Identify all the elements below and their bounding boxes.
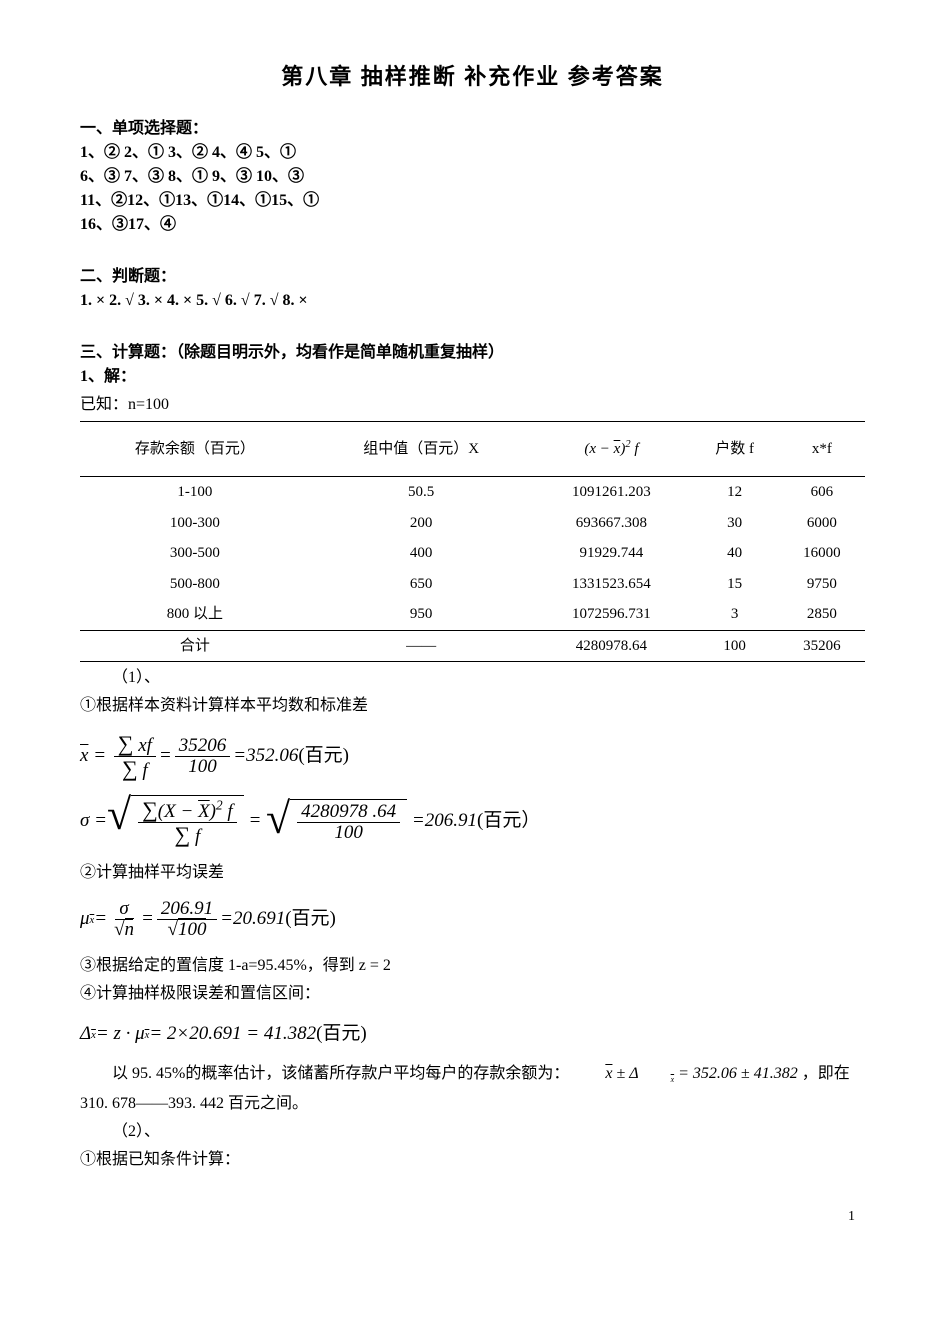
mean-den: 100: [184, 757, 221, 777]
cell-f: 15: [690, 569, 778, 600]
cell-mid: 950: [310, 599, 533, 630]
step2-text: ②计算抽样平均误差: [80, 861, 865, 885]
step3-text: ③根据给定的置信度 1-a=95.45%，得到 z = 2: [80, 954, 865, 978]
sigma-unit: (百元）: [477, 807, 540, 836]
table-total-row: 合计 —— 4280978.64 100 35206: [80, 630, 865, 662]
mu-sigma: 206.91: [157, 899, 217, 920]
cell-f: 40: [690, 538, 778, 569]
cell-dev: 1331523.654: [532, 569, 690, 600]
mean-num: 35206: [175, 736, 231, 757]
mean-result: 352.06: [246, 742, 298, 771]
sigma-result: 206.91: [425, 807, 477, 836]
page-title: 第八章 抽样推断 补充作业 参考答案: [80, 60, 865, 93]
cell-f: 12: [690, 477, 778, 508]
concl-prefix: 以 95. 45%的概率估计，该储蓄所存款户平均每户的存款余额为：: [112, 1065, 569, 1082]
cell-xf: 9750: [779, 569, 865, 600]
mc-answers-line2: 6、③ 7、③ 8、① 9、③ 10、③: [80, 165, 865, 189]
table-row: 800 以上 950 1072596.731 3 2850: [80, 599, 865, 630]
cell-xf: 6000: [779, 508, 865, 539]
cell-xf: 606: [779, 477, 865, 508]
q1-label: 1、解：: [80, 365, 865, 389]
cell-f: 3: [690, 599, 778, 630]
table-row: 100-300 200 693667.308 30 6000: [80, 508, 865, 539]
cell-range: 1-100: [80, 477, 310, 508]
cell-range: 500-800: [80, 569, 310, 600]
step4-text: ④计算抽样极限误差和置信区间：: [80, 982, 865, 1006]
cell-range: 800 以上: [80, 599, 310, 630]
conclusion-line2: 310. 678——393. 442 百元之间。: [80, 1092, 865, 1116]
cell-mid: 50.5: [310, 477, 533, 508]
part2-step1: ①根据已知条件计算：: [80, 1148, 865, 1172]
cell-range: 100-300: [80, 508, 310, 539]
mean-unit: (百元): [298, 742, 349, 771]
tf-answers-line: 1. × 2. √ 3. × 4. × 5. √ 6. √ 7. √ 8. ×: [80, 289, 865, 313]
mu-unit: (百元): [285, 905, 336, 934]
sigma-den: 100: [330, 823, 367, 843]
table-row: 1-100 50.5 1091261.203 12 606: [80, 477, 865, 508]
mc-answers-line1: 1、② 2、① 3、② 4、④ 5、①: [80, 141, 865, 165]
col-header-count: 户数 f: [690, 422, 778, 477]
table-header-row: 存款余额（百元） 组中值（百元）X (x − x)2 f 户数 f x*f: [80, 422, 865, 477]
cell-xf: 2850: [779, 599, 865, 630]
step1-text: ①根据样本资料计算样本平均数和标准差: [80, 694, 865, 718]
cell-mid: 650: [310, 569, 533, 600]
cell-total-f: 100: [690, 630, 778, 662]
cell-total-dev: 4280978.64: [532, 630, 690, 662]
mu-formula: μx = σ √n = 206.91 √100 = 20.691(百元): [80, 899, 865, 940]
page-number: 1: [80, 1176, 865, 1227]
cell-dev: 91929.744: [532, 538, 690, 569]
cell-total-xf: 35206: [779, 630, 865, 662]
cell-total-mid: ——: [310, 630, 533, 662]
cell-mid: 400: [310, 538, 533, 569]
col-header-range: 存款余额（百元）: [80, 422, 310, 477]
cell-total-label: 合计: [80, 630, 310, 662]
table-row: 300-500 400 91929.744 40 16000: [80, 538, 865, 569]
col-header-xf: x*f: [779, 422, 865, 477]
cell-dev: 1072596.731: [532, 599, 690, 630]
sigma-num: 4280978 .64: [297, 802, 400, 823]
known-text: 已知：n=100: [80, 393, 865, 417]
conclusion-line1: 以 95. 45%的概率估计，该储蓄所存款户平均每户的存款余额为： x ± Δx…: [80, 1062, 865, 1088]
table-row: 500-800 650 1331523.654 15 9750: [80, 569, 865, 600]
sigma-formula: σ = √ ∑(X − X)2 f ∑ f = √ 4280978 .64 10…: [80, 795, 865, 847]
part2-label: （2）、: [80, 1120, 865, 1144]
mu-result: 20.691: [233, 905, 285, 934]
col-header-deviation: (x − x)2 f: [532, 422, 690, 477]
part1-label: （1）、: [80, 666, 865, 690]
col-header-midpoint: 组中值（百元）X: [310, 422, 533, 477]
cell-f: 30: [690, 508, 778, 539]
mc-answers-line3: 11、②12、①13、①14、①15、①: [80, 189, 865, 213]
section3-heading: 三、计算题：（除题目明示外，均看作是简单随机重复抽样）: [80, 341, 865, 365]
data-table: 存款余额（百元） 组中值（百元）X (x − x)2 f 户数 f x*f 1-…: [80, 421, 865, 662]
mc-answers-line4: 16、③17、④: [80, 213, 865, 237]
cell-range: 300-500: [80, 538, 310, 569]
cell-dev: 693667.308: [532, 508, 690, 539]
mu-sqrtn: 100: [178, 918, 207, 940]
concl-suffix: ，即在: [802, 1065, 850, 1082]
section1-heading: 一、单项选择题：: [80, 117, 865, 141]
cell-dev: 1091261.203: [532, 477, 690, 508]
delta-formula: Δx = z · μx = 2×20.691 = 41.382(百元): [80, 1020, 865, 1049]
mean-formula: x = ∑ xf ∑ f = 35206 100 = 352.06(百元): [80, 732, 865, 781]
cell-xf: 16000: [779, 538, 865, 569]
cell-mid: 200: [310, 508, 533, 539]
section2-heading: 二、判断题：: [80, 265, 865, 289]
